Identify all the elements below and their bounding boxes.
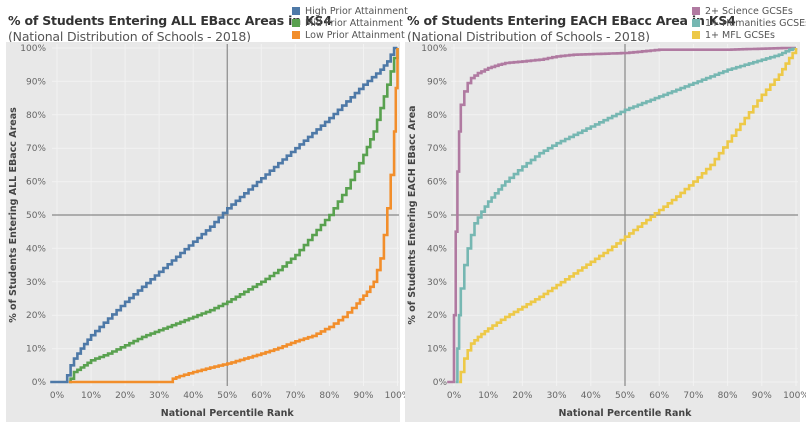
left-y-tick-label: 80% — [26, 111, 46, 121]
series-line-high-prior-attainment — [50, 46, 398, 384]
left-x-axis-title: National Percentile Rank — [161, 408, 295, 419]
left-x-tick-label: 90% — [353, 391, 373, 401]
series-line-2-science-gcses — [447, 46, 796, 384]
left-x-tick-label: 40% — [183, 391, 203, 401]
left-y-tick-label: 60% — [26, 178, 46, 188]
right-y-tick-label: 20% — [427, 311, 447, 321]
series-line-1-humanities-gcses — [455, 47, 798, 384]
left-y-tick-label: 0% — [32, 378, 47, 388]
right-x-tick-label: 80% — [718, 391, 738, 401]
legend-swatch-low — [292, 31, 300, 39]
right-x-tick-label: 40% — [581, 391, 601, 401]
left-x-tick-label: 80% — [319, 391, 339, 401]
left-panel-background — [6, 42, 400, 422]
legend-label: 1+ Humanities GCSEs — [705, 17, 806, 29]
legend-item-humanities[interactable]: 1+ Humanities GCSEs — [692, 17, 806, 29]
right-x-tick-label: 20% — [512, 391, 532, 401]
left-x-tick-label: 0% — [50, 391, 65, 401]
left-y-tick-label: 90% — [26, 77, 46, 87]
legend-item-mfl[interactable]: 1+ MFL GCSEs — [692, 29, 806, 41]
left-y-tick-label: 100% — [20, 44, 46, 54]
legend-label: 2+ Science GCSEs — [705, 5, 793, 17]
legend-item-mid[interactable]: Mid Prior Attainment — [292, 17, 408, 29]
right-y-tick-label: 60% — [427, 178, 447, 188]
right-y-tick-label: 0% — [433, 378, 448, 388]
series-line-mid-prior-attainment — [68, 48, 399, 384]
left-legend: High Prior Attainment Mid Prior Attainme… — [292, 5, 408, 41]
right-x-tick-label: 30% — [547, 391, 567, 401]
legend-label: 1+ MFL GCSEs — [705, 29, 775, 41]
left-x-tick-label: 100% — [385, 391, 411, 401]
right-chart-subtitle: (National Distribution of Schools - 2018… — [407, 29, 650, 44]
legend-label: Low Prior Attainment — [305, 29, 405, 41]
right-y-tick-label: 10% — [427, 345, 447, 355]
left-x-tick-label: 30% — [149, 391, 169, 401]
left-chart-subtitle: (National Distribution of Schools - 2018… — [8, 29, 251, 44]
left-y-tick-label: 20% — [26, 311, 46, 321]
left-x-tick-label: 60% — [251, 391, 271, 401]
legend-label: Mid Prior Attainment — [305, 17, 403, 29]
left-y-tick-label: 30% — [26, 278, 46, 288]
right-y-tick-label: 40% — [427, 244, 447, 254]
right-legend: 2+ Science GCSEs 1+ Humanities GCSEs 1+ … — [692, 5, 806, 41]
right-chart-title: % of Students Entering EACH EBacc Area i… — [407, 13, 736, 28]
legend-swatch-humanities — [692, 19, 700, 27]
legend-item-low[interactable]: Low Prior Attainment — [292, 29, 408, 41]
right-y-axis-title: % of Students Entering EACH EBacc Area — [407, 105, 418, 324]
left-x-tick-label: 50% — [217, 391, 237, 401]
right-x-tick-label: 0% — [447, 391, 462, 401]
legend-label: High Prior Attainment — [305, 5, 408, 17]
right-x-tick-label: 60% — [649, 391, 669, 401]
left-y-tick-label: 70% — [26, 144, 46, 154]
right-x-axis-title: National Percentile Rank — [559, 408, 693, 419]
legend-item-high[interactable]: High Prior Attainment — [292, 5, 408, 17]
series-line-1-mfl-gcses — [459, 48, 798, 384]
right-y-tick-label: 30% — [427, 278, 447, 288]
left-x-tick-label: 20% — [115, 391, 135, 401]
left-y-tick-label: 40% — [26, 244, 46, 254]
right-x-tick-label: 100% — [783, 391, 806, 401]
right-x-tick-label: 70% — [683, 391, 703, 401]
left-chart-title: % of Students Entering ALL EBacc Areas i… — [8, 13, 332, 28]
legend-swatch-science — [692, 7, 700, 15]
legend-item-science[interactable]: 2+ Science GCSEs — [692, 5, 806, 17]
right-panel-background — [405, 42, 800, 422]
right-x-tick-label: 50% — [615, 391, 635, 401]
right-y-tick-label: 80% — [427, 111, 447, 121]
series-line-low-prior-attainment — [68, 48, 399, 384]
left-y-axis-title: % of Students Entering ALL EBacc Areas — [8, 107, 19, 323]
legend-swatch-mid — [292, 19, 300, 27]
right-x-tick-label: 90% — [752, 391, 772, 401]
left-y-tick-label: 10% — [26, 345, 46, 355]
left-x-tick-label: 10% — [81, 391, 101, 401]
left-x-tick-label: 70% — [285, 391, 305, 401]
right-y-tick-label: 100% — [421, 44, 447, 54]
right-y-tick-label: 50% — [427, 211, 447, 221]
right-y-tick-label: 90% — [427, 77, 447, 87]
right-x-tick-label: 10% — [478, 391, 498, 401]
legend-swatch-mfl — [692, 31, 700, 39]
left-y-tick-label: 50% — [26, 211, 46, 221]
right-y-tick-label: 70% — [427, 144, 447, 154]
legend-swatch-high — [292, 7, 300, 15]
